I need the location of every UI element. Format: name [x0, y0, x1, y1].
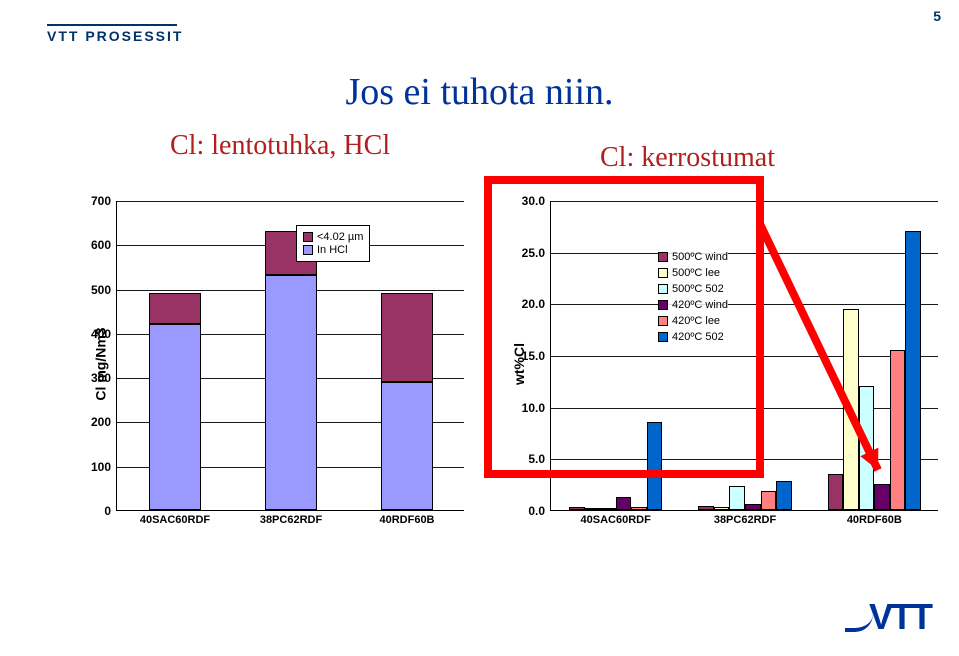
y-tick-label: 20.0: [522, 297, 551, 311]
legend-label: 420ºC wind: [672, 297, 728, 313]
x-tick-label: 40RDF60B: [379, 510, 434, 526]
legend-swatch: [658, 300, 668, 310]
bar: [631, 507, 647, 510]
page-number: 5: [933, 8, 941, 24]
legend: <4.02 µmIn HCl: [296, 225, 370, 262]
bar-segment: [381, 382, 433, 510]
legend-item: 500ºC lee: [658, 265, 728, 281]
legend-item: <4.02 µm: [303, 231, 363, 243]
bar: [843, 309, 859, 511]
bar-segment: [265, 275, 317, 510]
legend-item: In HCl: [303, 244, 363, 256]
y-tick-label: 100: [91, 460, 117, 474]
bar: [729, 486, 745, 510]
legend-label: 420ºC lee: [672, 313, 720, 329]
legend-item: 420ºC wind: [658, 297, 728, 313]
y-tick-label: 0: [104, 504, 117, 518]
chart-kerrostumat: 0.05.010.015.020.025.030.040SAC60RDF38PC…: [490, 195, 945, 545]
bar-segment: [149, 324, 201, 510]
legend-swatch: [658, 316, 668, 326]
bar: [647, 422, 663, 510]
bar: [874, 484, 890, 510]
legend-swatch: [658, 252, 668, 262]
subtitle-left: Cl: lentotuhka, HCl: [170, 130, 390, 162]
y-tick-label: 0.0: [528, 504, 551, 518]
vtt-logo: VTT: [869, 596, 931, 638]
bar: [616, 497, 632, 510]
y-tick-label: 500: [91, 283, 117, 297]
plot-area: 010020030040050060070040SAC60RDF38PC62RD…: [116, 201, 464, 511]
bar: [600, 508, 616, 510]
brand-label: VTT PROSESSIT: [47, 28, 183, 44]
legend-swatch: [658, 268, 668, 278]
y-tick-label: 600: [91, 238, 117, 252]
y-tick-label: 700: [91, 194, 117, 208]
y-tick-label: 10.0: [522, 401, 551, 415]
bar: [714, 507, 730, 510]
legend-label: <4.02 µm: [317, 231, 363, 243]
y-tick-label: 5.0: [528, 452, 551, 466]
gridline: [551, 356, 938, 357]
y-tick-label: 200: [91, 415, 117, 429]
bar: [698, 506, 714, 510]
gridline: [551, 304, 938, 305]
legend-label: 420ºC 502: [672, 329, 724, 345]
legend-label: 500ºC 502: [672, 281, 724, 297]
y-tick-label: 30.0: [522, 194, 551, 208]
gridline: [551, 201, 938, 202]
x-tick-label: 40SAC60RDF: [581, 510, 651, 526]
slide-title: Jos ei tuhota niin.: [0, 70, 959, 114]
y-axis-label: wt%Cl: [511, 343, 527, 385]
x-tick-label: 38PC62RDF: [714, 510, 776, 526]
x-tick-label: 40RDF60B: [847, 510, 902, 526]
gridline: [551, 253, 938, 254]
gridline: [551, 408, 938, 409]
legend-item: 500ºC 502: [658, 281, 728, 297]
bar: [890, 350, 906, 510]
legend-label: In HCl: [317, 244, 348, 256]
x-tick-label: 38PC62RDF: [260, 510, 322, 526]
gridline: [551, 459, 938, 460]
legend-item: 420ºC lee: [658, 313, 728, 329]
legend-swatch: [303, 245, 313, 255]
bar: [776, 481, 792, 510]
y-axis-label: Cl mg/Nm3: [93, 327, 109, 400]
chart-lentotuhka: 010020030040050060070040SAC60RDF38PC62RD…: [50, 195, 470, 545]
y-tick-label: 25.0: [522, 246, 551, 260]
bar-segment: [381, 293, 433, 382]
legend-swatch: [658, 284, 668, 294]
legend-swatch: [658, 332, 668, 342]
bar: [569, 507, 585, 510]
legend: 500ºC wind500ºC lee500ºC 502420ºC wind42…: [658, 249, 728, 345]
x-tick-label: 40SAC60RDF: [140, 510, 210, 526]
legend-label: 500ºC wind: [672, 249, 728, 265]
bar: [745, 504, 761, 510]
plot-area: 0.05.010.015.020.025.030.040SAC60RDF38PC…: [550, 201, 938, 511]
legend-swatch: [303, 232, 313, 242]
subtitle-right: Cl: kerrostumat: [600, 142, 775, 174]
bar: [585, 508, 601, 510]
bar-segment: [149, 293, 201, 324]
bar: [859, 386, 875, 510]
legend-item: 500ºC wind: [658, 249, 728, 265]
bar: [761, 491, 777, 510]
header-rule: [47, 24, 177, 26]
legend-label: 500ºC lee: [672, 265, 720, 281]
bar: [828, 474, 844, 510]
legend-item: 420ºC 502: [658, 329, 728, 345]
bar: [905, 231, 921, 510]
gridline: [117, 201, 464, 202]
